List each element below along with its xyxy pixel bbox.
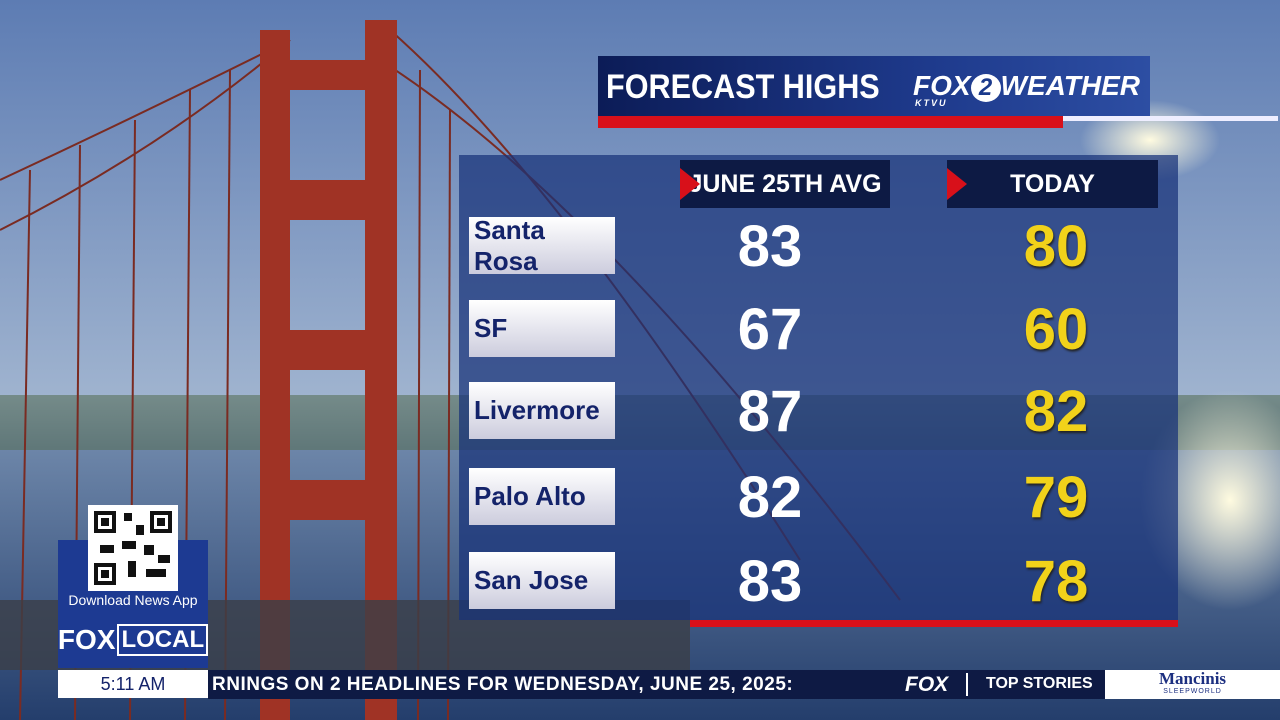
brand-weather: WEATHER — [1000, 70, 1140, 101]
ticker-divider — [966, 673, 968, 696]
column-header: TODAY — [947, 160, 1158, 208]
ticker-section: TOP STORIES — [986, 675, 1093, 692]
app-promo-text: Download News App — [68, 592, 198, 608]
average-high: 83 — [737, 549, 803, 614]
brand-station: KTVU — [914, 98, 948, 108]
channel-local: LOCAL — [117, 624, 209, 656]
today-high: 82 — [1023, 379, 1089, 444]
average-high: 67 — [737, 297, 803, 362]
sponsor-name: Mancinis — [1158, 669, 1227, 688]
column-title: TODAY — [1010, 169, 1095, 198]
ticker: RNINGS ON 2 HEADLINES FOR WEDNESDAY, JUN… — [208, 670, 1105, 699]
clock: 5:11 AM — [58, 670, 208, 698]
header-accent — [598, 116, 1063, 128]
qr-code — [88, 505, 178, 591]
city-label: Livermore — [469, 382, 615, 439]
today-high: 79 — [1023, 465, 1089, 530]
city-label: Palo Alto — [469, 468, 615, 525]
sponsor: Mancinis SLEEPWORLD — [1105, 670, 1280, 699]
today-high: 78 — [1023, 549, 1089, 614]
ticker-headline: RNINGS ON 2 HEADLINES FOR WEDNESDAY, JUN… — [212, 674, 794, 695]
column-header: JUNE 25TH AVG — [680, 160, 890, 208]
channel-fox: FOX — [57, 624, 116, 655]
title: FORECAST HIGHS — [606, 68, 880, 106]
city-label: SF — [469, 300, 615, 357]
city-label: Santa Rosa — [469, 215, 615, 276]
brand-two: 2 — [970, 74, 1001, 102]
brand-fox: FOX — [912, 70, 971, 101]
header-line — [1063, 116, 1278, 121]
sponsor-sub: SLEEPWORLD — [1163, 688, 1222, 695]
ticker-brand: FOX — [905, 673, 949, 696]
channel-logo: FOX LOCAL — [57, 612, 209, 668]
table-accent — [690, 620, 1178, 627]
average-high: 82 — [737, 465, 803, 530]
average-high: 87 — [737, 379, 803, 444]
column-title: JUNE 25TH AVG — [688, 169, 882, 198]
header-bar: FORECAST HIGHS FOX 2 WEATHER KTVU — [598, 56, 1150, 116]
brand-logo: FOX 2 WEATHER KTVU — [912, 70, 1140, 108]
today-high: 60 — [1023, 297, 1089, 362]
today-high: 80 — [1023, 214, 1089, 279]
city-label: San Jose — [469, 552, 615, 609]
average-high: 83 — [737, 214, 803, 279]
